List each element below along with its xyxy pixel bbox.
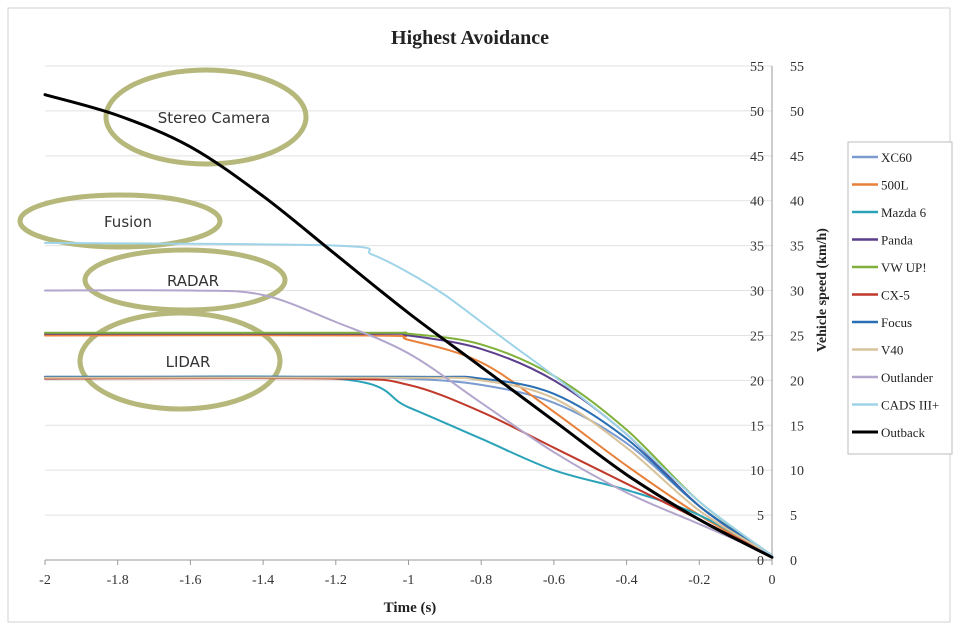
series-line [44, 376, 773, 557]
legend-label: Mazda 6 [881, 205, 927, 220]
annotation-ellipse [77, 310, 283, 412]
x-tick-label: -1.6 [179, 573, 201, 588]
y-tick-label-right: 50 [790, 105, 804, 120]
legend: XC60 500L Mazda 6 Panda VW UP! CX-5 Focus V40 Ou… [847, 141, 953, 455]
legend-label: Focus [881, 315, 912, 330]
y-tick-label-right: 35 [790, 240, 804, 255]
annotation-labels: Stereo Camera Fusion RADAR LIDAR [104, 109, 270, 371]
y-tick-label-right: 30 [790, 285, 804, 300]
legend-box [847, 141, 953, 455]
x-tick-labels: -2 -1.8 -1.6 -1.4 -1.2 -1 -0.8 -0.6 -0.4 -0.2 0 [39, 573, 775, 588]
series-line [44, 241, 773, 557]
x-tick-label: -0.4 [616, 573, 638, 588]
x-tick-label: -1 [403, 573, 415, 588]
x-tick-label: -0.6 [543, 573, 565, 588]
x-tick-label: -2 [39, 573, 51, 588]
legend-label: Outlander [881, 370, 934, 385]
x-axis-label: Time (s) [384, 600, 437, 616]
y-tick-label-right: 45 [790, 150, 804, 165]
x-tick-label: -0.8 [470, 573, 492, 588]
y-tick-label-right: 20 [790, 374, 804, 389]
x-tick-label: 0 [769, 573, 776, 588]
annotation-ellipse [103, 67, 309, 167]
series-line [44, 334, 773, 557]
x-tick-label: -0.2 [688, 573, 710, 588]
annotation-label: RADAR [167, 272, 219, 290]
y-tick-labels-right: 0 5 10 15 20 25 30 35 40 45 50 55 [790, 60, 804, 569]
annotation-ellipses [17, 67, 309, 412]
y-tick-label: 35 [750, 240, 764, 255]
y-tick-label: 15 [750, 419, 764, 434]
y-tick-label: 10 [750, 464, 764, 479]
legend-label: V40 [881, 343, 903, 358]
y-tick-label: 0 [757, 554, 764, 569]
series-line [43, 93, 774, 559]
legend-label: 500L [881, 178, 909, 193]
plot-frame [44, 66, 773, 565]
y-tick-label-right: 15 [790, 419, 804, 434]
y-tick-label: 25 [750, 329, 764, 344]
x-tick-label: -1.4 [252, 573, 274, 588]
annotation-ellipse [17, 192, 223, 250]
y-tick-label-right: 40 [790, 195, 804, 210]
y-tick-label: 20 [750, 374, 764, 389]
annotation-label: Fusion [104, 213, 152, 231]
x-tick-label: -1.8 [107, 573, 129, 588]
y-tick-label-right: 10 [790, 464, 804, 479]
y-tick-label-right: 0 [790, 554, 797, 569]
y-tick-label: 40 [750, 195, 764, 210]
annotation-label: LIDAR [166, 353, 211, 371]
legend-label: VW UP! [881, 260, 927, 275]
legend-label: Outback [881, 425, 926, 440]
x-tick-label: -1.2 [325, 573, 347, 588]
y-tick-label: 50 [750, 105, 764, 120]
legend-label: CADS III+ [881, 398, 939, 413]
chart-title: Highest Avoidance [391, 27, 549, 49]
y-tick-label: 30 [750, 285, 764, 300]
legend-label: Panda [881, 233, 913, 248]
legend-label: CX-5 [881, 288, 910, 303]
series-line [44, 289, 773, 557]
legend-label: XC60 [881, 150, 912, 165]
y-axis-label: Vehicle speed (km/h) [815, 228, 830, 352]
y-tick-label: 45 [750, 150, 764, 165]
y-tick-label: 55 [750, 60, 764, 75]
y-tick-labels: 0 5 10 15 20 25 30 35 40 45 50 55 [750, 60, 764, 569]
series-lines [43, 93, 774, 559]
y-tick-label-right: 55 [790, 60, 804, 75]
y-tick-label-right: 25 [790, 329, 804, 344]
annotation-ellipse [82, 247, 288, 313]
y-tick-label-right: 5 [790, 509, 797, 524]
y-tick-label: 5 [757, 509, 764, 524]
annotation-label: Stereo Camera [158, 109, 271, 127]
